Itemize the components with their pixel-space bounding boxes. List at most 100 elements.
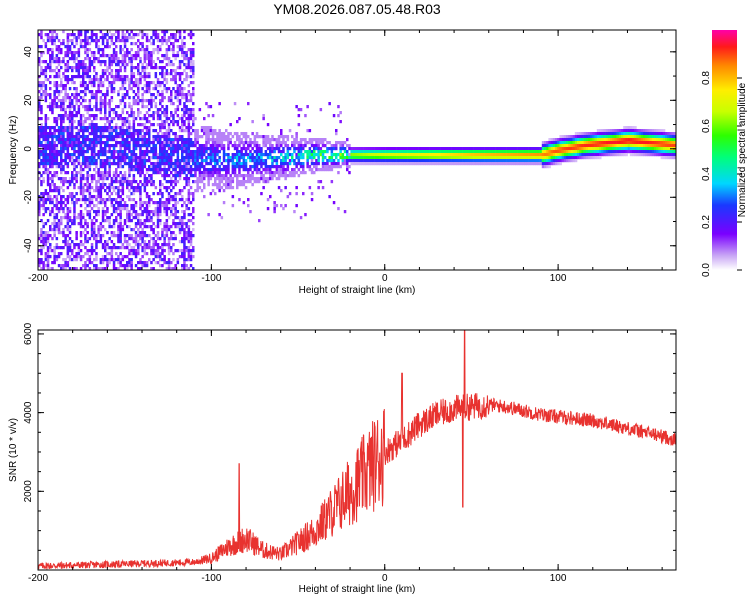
heatmap-cell xyxy=(297,162,301,166)
heatmap-cell xyxy=(110,72,114,76)
heatmap-cell xyxy=(559,141,562,145)
heatmap-cell xyxy=(216,135,219,139)
heatmap-cell xyxy=(108,36,111,40)
heatmap-cell xyxy=(60,147,63,151)
heatmap-cell xyxy=(75,252,78,256)
heatmap-cell xyxy=(244,153,248,157)
heatmap-cell xyxy=(53,234,56,238)
heatmap-cell xyxy=(123,96,127,100)
heatmap-cell xyxy=(302,162,305,166)
heatmap-cell xyxy=(156,156,160,160)
heatmap-cell xyxy=(185,54,188,58)
heatmap-cell xyxy=(75,99,78,103)
heatmap-cell xyxy=(286,153,290,157)
heatmap-cell xyxy=(280,168,283,172)
heatmap-cell xyxy=(93,237,96,241)
heatmap-cell xyxy=(170,183,173,187)
heatmap-cell xyxy=(104,144,107,148)
heatmap-cell xyxy=(207,141,210,145)
heatmap-cell xyxy=(183,186,186,190)
heatmap-cell xyxy=(154,213,158,217)
heatmap-cell xyxy=(579,147,582,151)
heatmap-cell xyxy=(165,156,169,160)
heatmap-cell xyxy=(104,96,107,100)
heatmap-cell xyxy=(187,168,191,172)
heatmap-cell xyxy=(218,183,221,187)
heatmap-cell xyxy=(104,63,107,67)
heatmap-cell xyxy=(101,162,105,166)
heatmap-cell xyxy=(132,210,136,214)
heatmap-cell xyxy=(38,135,41,139)
heatmap-cell xyxy=(88,174,92,178)
heatmap-cell xyxy=(46,156,50,160)
heatmap-cell xyxy=(68,120,72,124)
heatmap-cell xyxy=(49,147,52,151)
heatmap-cell xyxy=(128,180,131,184)
heatmap-cell xyxy=(165,90,169,94)
heatmap-cell xyxy=(253,141,257,145)
heatmap-cell xyxy=(53,69,56,73)
heatmap-cell xyxy=(154,252,158,256)
heatmap-cell xyxy=(95,36,98,40)
heatmap-cell xyxy=(38,45,41,49)
heatmap-cell xyxy=(198,186,202,190)
heatmap-cell xyxy=(262,117,265,121)
heatmap-cell xyxy=(288,162,292,166)
heatmap-cell xyxy=(546,159,549,163)
heatmap-cell xyxy=(106,177,109,181)
heatmap-cell xyxy=(101,147,105,151)
heatmap-cell xyxy=(357,153,360,157)
heatmap-cell xyxy=(79,189,83,193)
heatmap-cell xyxy=(123,138,127,142)
heatmap-cell xyxy=(172,213,175,217)
heatmap-cell xyxy=(101,117,105,121)
heatmap-cell xyxy=(126,177,129,181)
heatmap-cell xyxy=(152,81,155,85)
heatmap-cell xyxy=(429,150,433,154)
heatmap-cell xyxy=(88,66,92,70)
heatmap-cell xyxy=(326,159,329,163)
heatmap-cell xyxy=(141,123,144,127)
heatmap-cell xyxy=(82,156,85,160)
heatmap-cell xyxy=(134,186,138,190)
heatmap-cell xyxy=(46,48,50,52)
heatmap-cell xyxy=(372,162,375,166)
heatmap-cell xyxy=(99,129,103,133)
heatmap-cell xyxy=(110,42,114,46)
heatmap-cell xyxy=(478,150,481,154)
heatmap-cell xyxy=(46,195,50,199)
heatmap-cell xyxy=(240,180,243,184)
heatmap-cell xyxy=(57,141,61,145)
heatmap-cell xyxy=(82,168,85,172)
heatmap-cell xyxy=(106,264,109,268)
heatmap-cell xyxy=(453,150,457,154)
heatmap-cell xyxy=(62,147,65,151)
heatmap-cell xyxy=(75,141,78,145)
heatmap-cell xyxy=(49,39,52,43)
heatmap-cell xyxy=(60,216,63,220)
heatmap-cell xyxy=(126,138,129,142)
heatmap-cell xyxy=(539,150,543,154)
heatmap-cell xyxy=(548,144,551,148)
heatmap-cell xyxy=(240,132,243,136)
heatmap-cell xyxy=(513,150,516,154)
heatmap-cell xyxy=(82,120,85,124)
heatmap-cell xyxy=(139,201,142,205)
heatmap-cell xyxy=(548,150,551,154)
heatmap-cell xyxy=(277,147,281,151)
heatmap-cell xyxy=(407,156,411,160)
heatmap-cell xyxy=(60,207,63,211)
heatmap-cell xyxy=(207,156,210,160)
heatmap-cell xyxy=(229,186,232,190)
heatmap-cell xyxy=(84,261,87,265)
heatmap-cell xyxy=(62,135,65,139)
heatmap-cell xyxy=(143,114,147,118)
heatmap-cell xyxy=(126,240,129,244)
heatmap-cell xyxy=(176,99,180,103)
heatmap-cell xyxy=(170,60,173,64)
heatmap-cell xyxy=(568,159,571,163)
heatmap-cell xyxy=(165,207,169,211)
heatmap-cell xyxy=(62,30,65,34)
heatmap-cell xyxy=(579,144,582,148)
heatmap-cell xyxy=(57,93,61,97)
